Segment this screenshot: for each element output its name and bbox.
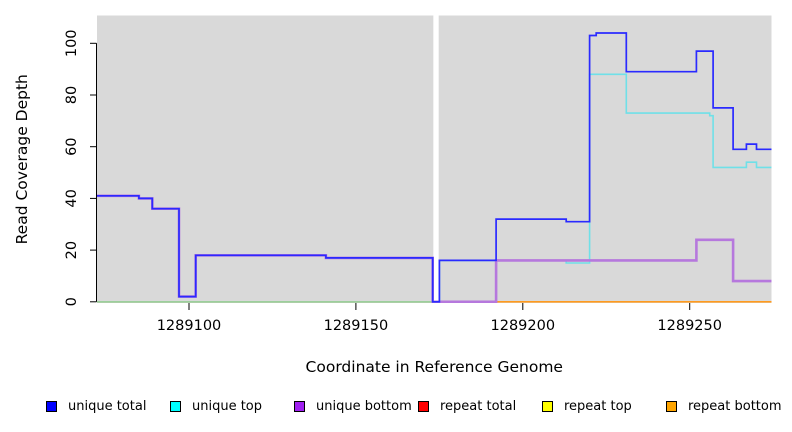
y-tick-label: 20 [64, 241, 80, 259]
legend-item-repeat-bottom: repeat bottom [666, 398, 782, 414]
unique-top-swatch-icon [170, 400, 181, 412]
x-tick-label: 1289150 [324, 318, 389, 334]
legend-label: unique top [192, 398, 263, 414]
legend-item-unique-bottom: unique bottom [294, 398, 412, 414]
legend-label: repeat total [440, 398, 517, 414]
unique-total-swatch-icon [46, 400, 57, 412]
legend-item-unique-total: unique total [46, 398, 147, 414]
legend-item-repeat-top: repeat top [542, 398, 632, 414]
x-tick-label: 1289200 [491, 318, 556, 334]
masked-region [433, 15, 439, 303]
legend-item-unique-top: unique top [170, 398, 263, 414]
legend-item-repeat-total: repeat total [418, 398, 517, 414]
y-tick-label: 0 [64, 297, 80, 306]
repeat-bottom-swatch-icon [666, 400, 677, 412]
repeat-total-swatch-icon [418, 400, 429, 412]
x-tick-label: 1289100 [157, 318, 222, 334]
unique-bottom-swatch-icon [294, 400, 305, 412]
chart-legend: unique total unique top unique bottom re… [0, 399, 792, 417]
y-tick-label: 60 [64, 137, 80, 155]
legend-label: repeat bottom [688, 398, 782, 414]
x-tick-label: 1289250 [657, 318, 722, 334]
legend-label: repeat top [564, 398, 632, 414]
x-axis-title: Coordinate in Reference Genome [306, 358, 563, 376]
repeat-top-swatch-icon [542, 400, 553, 412]
y-tick-label: 40 [64, 189, 80, 207]
legend-label: unique total [68, 398, 147, 414]
y-axis-title: Read Coverage Depth [13, 74, 31, 244]
y-tick-label: 80 [64, 86, 80, 104]
y-tick-label: 100 [64, 29, 80, 57]
legend-label: unique bottom [316, 398, 412, 414]
series-unique-total-line [97, 32, 772, 303]
